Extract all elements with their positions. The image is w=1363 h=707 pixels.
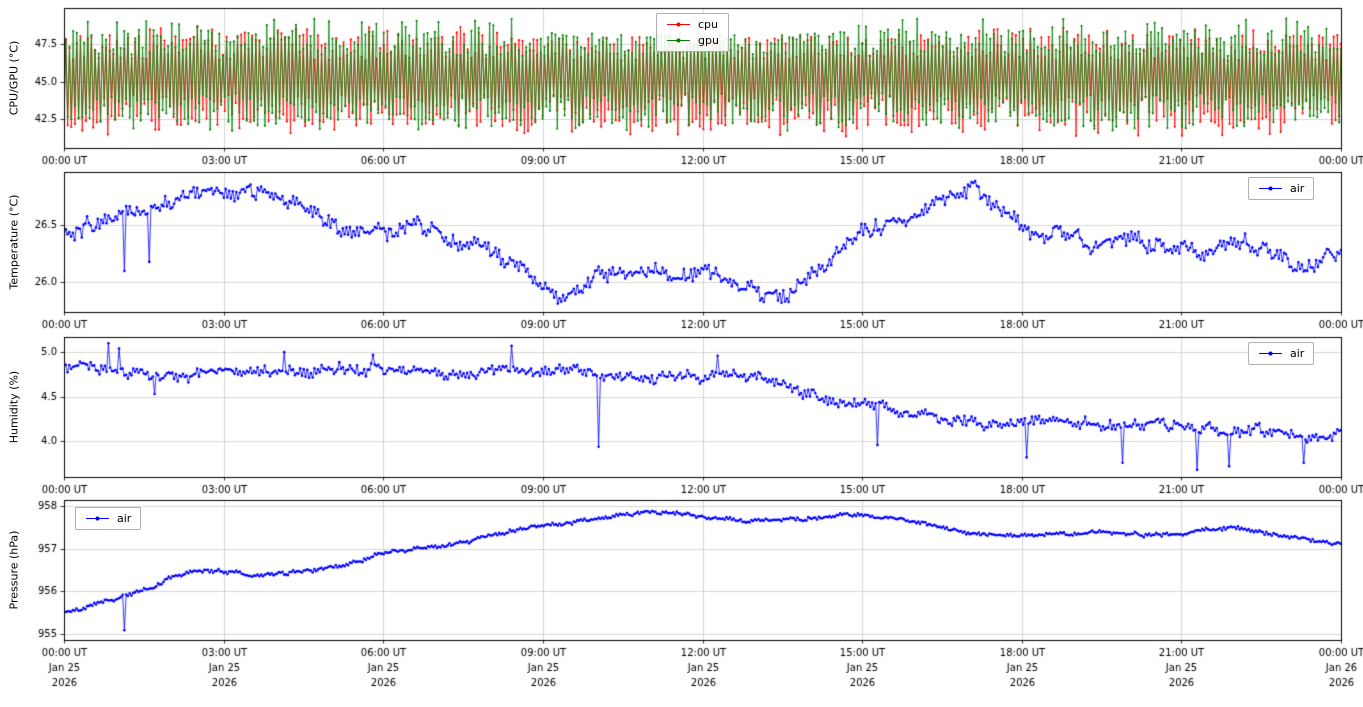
air-line-marker-icon [1258, 348, 1283, 359]
legend-item-air: air [1258, 182, 1304, 195]
cpu-line-marker-icon [666, 19, 691, 30]
air-line-marker-icon [85, 513, 110, 524]
legend-item-air: air [85, 512, 131, 525]
legend-item-cpu: cpu [666, 18, 719, 31]
legend-cpu-gpu: cpu gpu [656, 13, 729, 52]
ylabel-temperature: Temperature (°C) [7, 194, 21, 290]
legend-label-air: air [1290, 182, 1305, 195]
ylabel-pressure: Pressure (hPa) [7, 530, 21, 610]
legend-label-air: air [117, 512, 132, 525]
legend-item-gpu: gpu [666, 34, 719, 47]
legend-label-gpu: gpu [698, 34, 719, 47]
legend-pressure: air [75, 507, 142, 530]
legend-label-cpu: cpu [698, 18, 719, 31]
legend-temperature: air [1248, 177, 1315, 200]
legend-humidity: air [1248, 342, 1315, 365]
legend-label-air: air [1290, 347, 1305, 360]
gpu-line-marker-icon [666, 35, 691, 46]
ylabel-humidity: Humidity (%) [7, 370, 21, 444]
ylabel-cpu-gpu: CPU/GPU (°C) [7, 40, 21, 116]
air-line-marker-icon [1258, 183, 1283, 194]
legend-item-air: air [1258, 347, 1304, 360]
